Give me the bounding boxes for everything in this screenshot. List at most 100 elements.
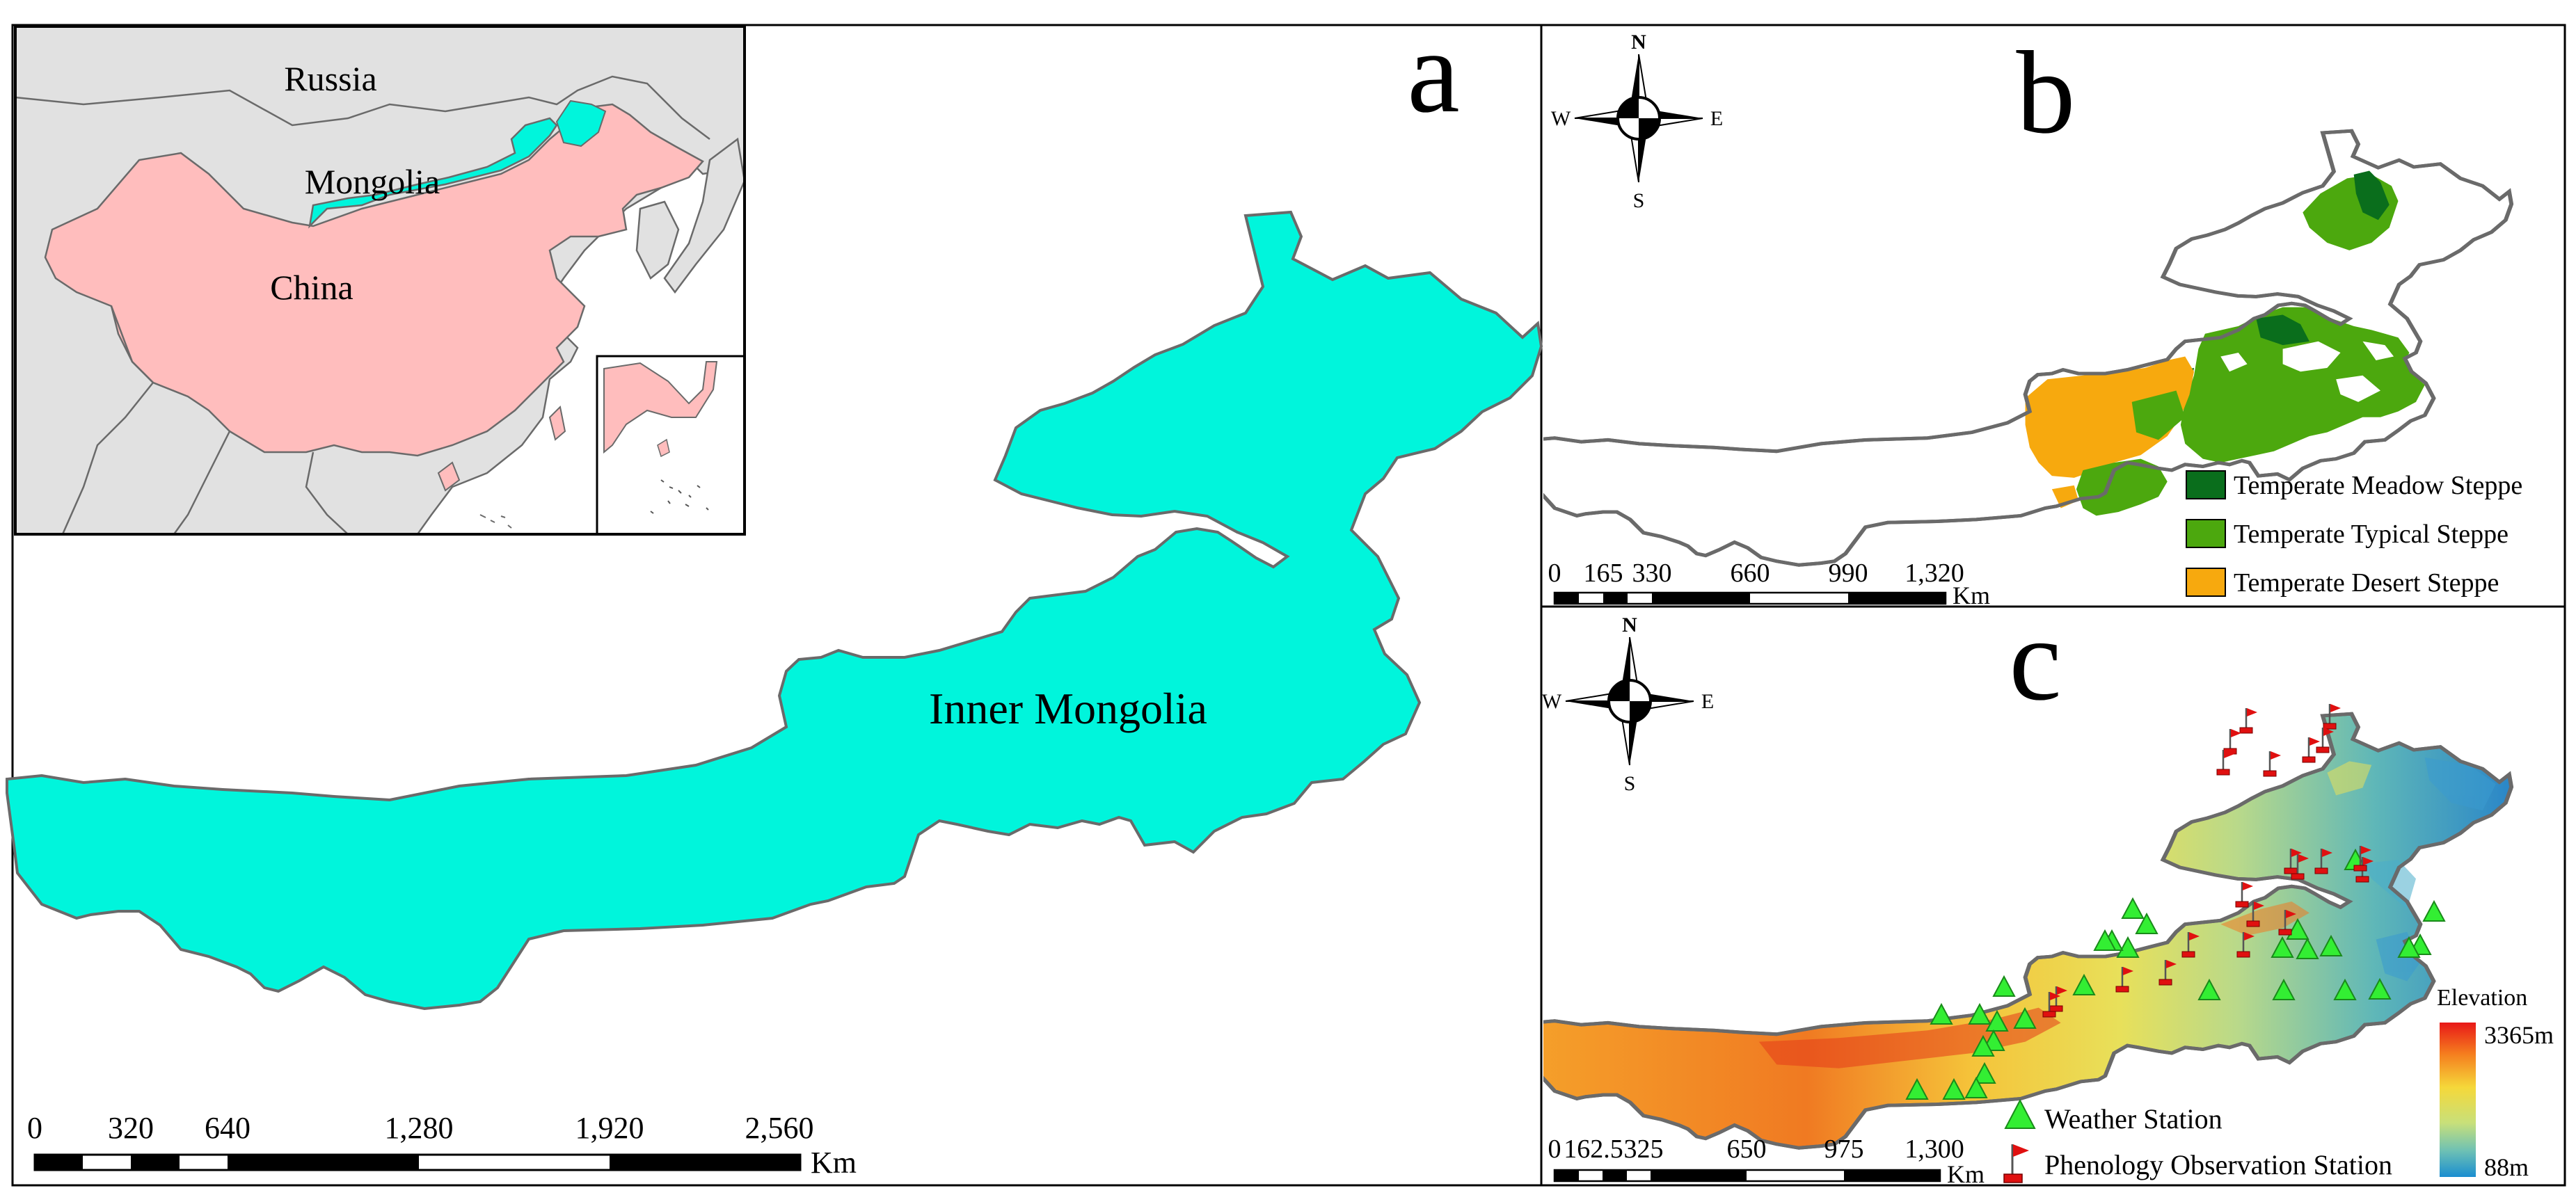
panel-a: Inner Mongolia a: [6, 6, 1543, 1180]
panel-b: [1532, 131, 2511, 565]
indochina-border: [305, 451, 349, 534]
weather-station-marker: [1968, 1002, 1991, 1025]
elevation-legend: Elevation 3365m 88m: [2437, 985, 2554, 1181]
weather-station-marker: [1905, 1077, 1929, 1100]
compass-c-e: E: [1701, 690, 1714, 713]
inset-inner-mongolia: [308, 117, 558, 229]
scale-b-tick-0: 0: [1548, 559, 1561, 588]
compass-c-s: S: [1624, 772, 1636, 795]
weather-station-marker: [1930, 1002, 1953, 1025]
scale-bar-a: 0 320 640 1,280 1,920 2,560 Km: [27, 1111, 857, 1180]
scale-a-tick-1: 320: [108, 1111, 154, 1145]
compass-c: N S W E: [1542, 614, 1714, 795]
steppe-meadow-ne: [2353, 170, 2390, 221]
scale-a-unit: Km: [811, 1146, 857, 1180]
scale-c-tick-4: 975: [1824, 1135, 1864, 1164]
south-china-sea-island: [657, 438, 670, 458]
scale-b-unit: Km: [1953, 582, 1990, 609]
compass-b: N S W E: [1551, 31, 1723, 212]
weather-station-marker: [2013, 1007, 2037, 1029]
elevation-title: Elevation: [2437, 985, 2527, 1011]
compass-b-w: W: [1551, 107, 1571, 130]
weather-station-marker: [1992, 975, 2016, 997]
weather-station-marker: [2333, 978, 2357, 1000]
phenology-station-marker: [2314, 849, 2332, 874]
weather-station-marker: [1985, 1009, 2009, 1032]
weather-station-marker: [2197, 978, 2221, 1000]
phenology-station-marker: [2323, 704, 2341, 730]
panel-c-letter: c: [2009, 594, 2061, 725]
phenology-station-marker: [2263, 751, 2281, 777]
weather-station-marker: [2121, 897, 2145, 919]
compass-b-n: N: [1631, 31, 1646, 54]
phenology-station-marker: [2181, 932, 2200, 958]
weather-station-marker: [2319, 934, 2343, 956]
mongolia-label: Mongolia: [305, 162, 440, 201]
phenology-station-marker: [2353, 846, 2371, 872]
legend-label-typical: Temperate Typical Steppe: [2234, 520, 2509, 549]
phenology-station-marker: [2291, 854, 2309, 880]
phenology-station-marker: [2235, 882, 2253, 908]
scale-bar-c: 0 162.5 325 650 975 1,300 Km: [1548, 1135, 1985, 1188]
legend-swatch-desert: [2186, 568, 2226, 597]
phenology-legend-label: Phenology Observation Station: [2044, 1149, 2392, 1180]
weather-station-marker: [2072, 973, 2096, 995]
phenology-station-marker: [2302, 737, 2320, 763]
scale-a-tick-0: 0: [27, 1111, 42, 1145]
elevation-min: 88m: [2484, 1153, 2529, 1181]
compass-c-w: W: [1542, 690, 1562, 713]
inset-map: Russia Mongolia China: [14, 25, 746, 536]
legend-label-desert: Temperate Desert Steppe: [2234, 568, 2499, 598]
hainan-island: [437, 461, 461, 492]
weather-station-marker: [1973, 1061, 1996, 1084]
steppe-meadow-east: [2256, 314, 2309, 346]
station-legend: Weather Station Phenology Observation St…: [2003, 1098, 2392, 1183]
scale-a-tick-2: 640: [205, 1111, 251, 1145]
compass-c-n: N: [1622, 614, 1637, 636]
steppe-legend: Temperate Meadow Steppe Temperate Typica…: [2186, 470, 2522, 598]
scale-c-tick-1: 162.5: [1564, 1135, 1623, 1164]
russia-border: [15, 75, 710, 140]
scale-a-tick-4: 1,920: [575, 1111, 644, 1145]
weather-station-marker: [2272, 978, 2296, 1000]
weather-station-marker: [1964, 1076, 1988, 1098]
inner-mongolia-label: Inner Mongolia: [929, 684, 1207, 733]
phenology-station-marker: [2236, 932, 2255, 958]
japan: [663, 137, 745, 294]
compass-b-s: S: [1633, 189, 1645, 212]
weather-station-legend-icon: [2004, 1098, 2036, 1129]
scale-b-tick-2: 330: [1632, 559, 1672, 588]
taiwan-island: [548, 405, 566, 441]
scale-a-tick-3: 1,280: [385, 1111, 454, 1145]
weather-station-marker: [1971, 1034, 1995, 1057]
scale-c-tick-0: 0: [1548, 1135, 1561, 1164]
scale-b-tick-4: 990: [1829, 559, 1868, 588]
compass-b-e: E: [1710, 107, 1723, 130]
scale-a-tick-5: 2,560: [745, 1111, 814, 1145]
weather-stations: [1905, 848, 2446, 1100]
legend-label-meadow: Temperate Meadow Steppe: [2234, 471, 2522, 500]
phenology-station-marker: [2316, 728, 2334, 753]
weather-station-marker: [1942, 1077, 1966, 1100]
china-label: China: [270, 268, 353, 307]
phenology-station-marker: [2158, 960, 2177, 986]
weather-station-marker: [2135, 912, 2158, 934]
scale-b-tick-5: 1,320: [1905, 559, 1964, 588]
southeast-asia-border: [173, 431, 231, 534]
weather-station-marker: [2296, 937, 2319, 959]
phenology-station-marker: [2239, 708, 2257, 734]
weather-station-legend-label: Weather Station: [2044, 1103, 2223, 1135]
steppe-desert: [2025, 356, 2194, 478]
legend-swatch-meadow: [2186, 470, 2226, 499]
legend-swatch-typical: [2186, 519, 2226, 548]
south-china-sea-coast: [603, 361, 718, 454]
russia-label: Russia: [284, 59, 376, 98]
weather-station-marker: [2368, 977, 2392, 1000]
scale-b-tick-1: 165: [1584, 559, 1623, 588]
panel-b-letter: b: [2017, 27, 2076, 158]
weather-station-marker: [2116, 936, 2140, 958]
scale-c-tick-3: 650: [1727, 1135, 1767, 1164]
southern-border: [61, 305, 154, 534]
phenology-station-marker: [2278, 910, 2296, 936]
